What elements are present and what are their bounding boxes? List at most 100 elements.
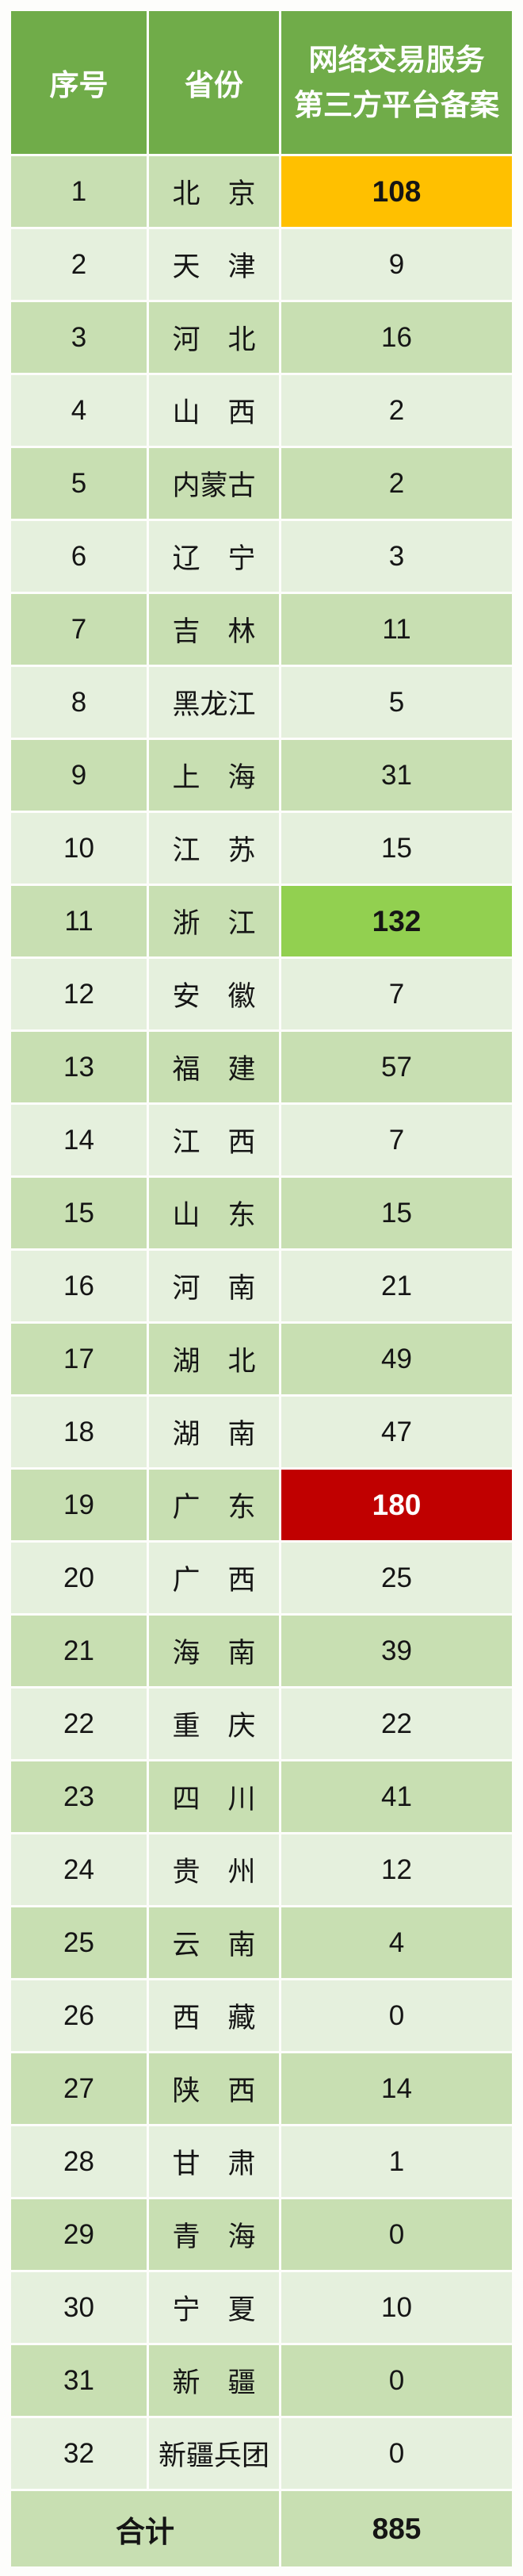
- province-cell: 西 藏: [149, 1980, 279, 2051]
- table-row: 2 天 津 9: [11, 229, 512, 300]
- row-index-cell: 31: [11, 2345, 147, 2416]
- header-platform-line1: 网络交易服务: [308, 44, 485, 76]
- province-cell: 山 西: [149, 375, 279, 446]
- row-index-cell: 8: [11, 667, 147, 738]
- province-cell: 云 南: [149, 1907, 279, 1978]
- row-index-cell: 6: [11, 521, 147, 592]
- value-cell: 0: [281, 2199, 512, 2270]
- province-cell: 浙 江: [149, 886, 279, 956]
- row-index-cell: 14: [11, 1105, 147, 1175]
- value-cell: 4: [281, 1907, 512, 1978]
- row-index-cell: 2: [11, 229, 147, 300]
- row-index-cell: 21: [11, 1616, 147, 1686]
- value-cell: 180: [281, 1470, 512, 1540]
- table-row: 24 贵 州 12: [11, 1834, 512, 1905]
- row-index-cell: 11: [11, 886, 147, 956]
- row-index-cell: 1: [11, 156, 147, 227]
- row-index-cell: 24: [11, 1834, 147, 1905]
- value-cell: 108: [281, 156, 512, 227]
- province-cell: 江 西: [149, 1105, 279, 1175]
- table-row: 25 云 南 4: [11, 1907, 512, 1978]
- total-value-cell: 885: [281, 2491, 512, 2566]
- value-cell: 2: [281, 375, 512, 446]
- row-index-cell: 18: [11, 1397, 147, 1467]
- value-cell: 15: [281, 1178, 512, 1248]
- table-row: 31 新 疆 0: [11, 2345, 512, 2416]
- table-row: 15 山 东 15: [11, 1178, 512, 1248]
- row-index-cell: 16: [11, 1251, 147, 1321]
- value-cell: 3: [281, 521, 512, 592]
- header-cell-province: 省份: [149, 11, 279, 154]
- value-cell: 15: [281, 813, 512, 884]
- province-cell: 甘 肃: [149, 2126, 279, 2197]
- table-row: 6 辽 宁 3: [11, 521, 512, 592]
- row-index-cell: 23: [11, 1761, 147, 1832]
- table-row: 10 江 苏 15: [11, 813, 512, 884]
- province-cell: 湖 北: [149, 1324, 279, 1394]
- row-index-cell: 27: [11, 2053, 147, 2124]
- table-row: 30 宁 夏 10: [11, 2272, 512, 2343]
- table-row: 26 西 藏 0: [11, 1980, 512, 2051]
- value-cell: 5: [281, 667, 512, 738]
- table-row: 19 广 东 180: [11, 1470, 512, 1540]
- province-cell: 安 徽: [149, 959, 279, 1029]
- table-row: 16 河 南 21: [11, 1251, 512, 1321]
- header-cell-index: 序号: [11, 11, 147, 154]
- province-cell: 新 疆: [149, 2345, 279, 2416]
- table-row: 14 江 西 7: [11, 1105, 512, 1175]
- table-row: 20 广 西 25: [11, 1543, 512, 1613]
- total-row: 合计 885: [11, 2491, 512, 2566]
- total-label-cell: 合计: [11, 2491, 279, 2566]
- province-cell: 四 川: [149, 1761, 279, 1832]
- province-cell: 河 南: [149, 1251, 279, 1321]
- row-index-cell: 28: [11, 2126, 147, 2197]
- province-cell: 山 东: [149, 1178, 279, 1248]
- province-cell: 河 北: [149, 302, 279, 373]
- header-cell-platform: 网络交易服务 第三方平台备案: [281, 11, 512, 154]
- table-row: 4 山 西 2: [11, 375, 512, 446]
- table-row: 29 青 海 0: [11, 2199, 512, 2270]
- province-cell: 宁 夏: [149, 2272, 279, 2343]
- row-index-cell: 7: [11, 594, 147, 665]
- table-row: 5 内蒙古 2: [11, 448, 512, 519]
- table-row: 8 黑龙江 5: [11, 667, 512, 738]
- value-cell: 39: [281, 1616, 512, 1686]
- value-cell: 132: [281, 886, 512, 956]
- row-index-cell: 30: [11, 2272, 147, 2343]
- row-index-cell: 3: [11, 302, 147, 373]
- province-cell: 新疆兵团: [149, 2418, 279, 2489]
- province-cell: 广 东: [149, 1470, 279, 1540]
- province-cell: 内蒙古: [149, 448, 279, 519]
- value-cell: 0: [281, 2345, 512, 2416]
- province-cell: 北 京: [149, 156, 279, 227]
- row-index-cell: 17: [11, 1324, 147, 1394]
- value-cell: 10: [281, 2272, 512, 2343]
- table-row: 28 甘 肃 1: [11, 2126, 512, 2197]
- table-rows: 1 北 京 108 2 天 津 9 3 河 北 16 4 山 西 2 5 内蒙古…: [11, 156, 512, 2489]
- province-cell: 贵 州: [149, 1834, 279, 1905]
- row-index-cell: 15: [11, 1178, 147, 1248]
- province-cell: 陕 西: [149, 2053, 279, 2124]
- value-cell: 47: [281, 1397, 512, 1467]
- value-cell: 16: [281, 302, 512, 373]
- value-cell: 0: [281, 2418, 512, 2489]
- header-platform-line2: 第三方平台备案: [294, 89, 499, 121]
- value-cell: 41: [281, 1761, 512, 1832]
- province-cell: 海 南: [149, 1616, 279, 1686]
- province-cell: 湖 南: [149, 1397, 279, 1467]
- header-row: 序号 省份 网络交易服务 第三方平台备案: [11, 11, 512, 154]
- value-cell: 0: [281, 1980, 512, 2051]
- value-cell: 7: [281, 959, 512, 1029]
- row-index-cell: 12: [11, 959, 147, 1029]
- value-cell: 1: [281, 2126, 512, 2197]
- value-cell: 57: [281, 1032, 512, 1102]
- table-row: 18 湖 南 47: [11, 1397, 512, 1467]
- value-cell: 25: [281, 1543, 512, 1613]
- province-registration-table: 序号 省份 网络交易服务 第三方平台备案 1 北 京 108 2 天 津 9 3…: [11, 11, 512, 2566]
- province-cell: 青 海: [149, 2199, 279, 2270]
- table-row: 27 陕 西 14: [11, 2053, 512, 2124]
- value-cell: 2: [281, 448, 512, 519]
- value-cell: 12: [281, 1834, 512, 1905]
- province-cell: 黑龙江: [149, 667, 279, 738]
